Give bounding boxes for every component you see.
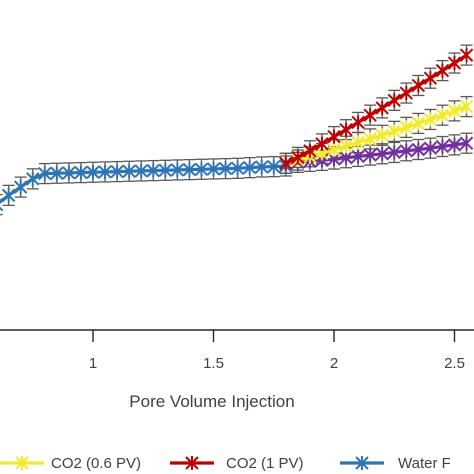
data-point [411,116,426,131]
legend-marker [15,456,29,470]
data-point [242,160,257,175]
data-point [110,164,124,179]
error-bar [0,193,3,216]
data-point [26,171,40,186]
legend-label: Water F [398,455,451,472]
data-point [339,139,353,154]
x-axis-title: Pore Volume Injection [129,392,294,411]
series-line [285,53,468,165]
data-point [62,165,76,180]
data-point [423,112,438,127]
data-point [459,136,474,151]
data-point [194,162,209,177]
data-point [435,63,450,78]
data-point [375,128,389,143]
data-point [363,131,377,146]
legend-item: Water F [340,455,451,472]
series-layer [0,48,474,212]
series-line [285,141,467,165]
data-point [291,150,305,165]
data-point [74,165,88,180]
data-point [423,71,438,86]
data-point [98,164,112,179]
data-point [38,166,52,181]
data-point [158,163,173,178]
series-line [285,105,468,165]
x-tick-label: 1.5 [203,355,224,372]
data-point [411,78,426,93]
data-point [447,56,462,71]
data-point [122,164,136,179]
data-point [206,161,221,176]
x-tick-label: 2 [330,355,338,372]
data-point [146,163,160,178]
data-point [1,188,16,203]
x-tick-label: 2.5 [444,355,465,372]
data-point [327,142,341,157]
data-point [399,120,414,135]
data-point [399,86,414,101]
legend-item: CO2 (0.6 PV) [0,455,141,472]
legend: CO2 (0.6 PV) CO2 (1 PV) Water F [0,455,451,472]
data-point [351,115,365,130]
legend-item: CO2 (1 PV) [170,455,304,472]
data-point [327,129,341,144]
data-point [254,159,269,174]
legend-label: CO2 (1 PV) [226,455,304,472]
legend-label: CO2 (0.6 PV) [51,455,141,472]
data-point [13,180,28,195]
legend-marker [355,456,369,470]
data-point [339,122,353,137]
data-point [387,93,401,108]
data-point [303,143,317,158]
data-point [315,136,329,151]
data-point [459,99,474,114]
data-point [387,124,401,139]
data-point [447,103,462,118]
data-point [399,143,414,158]
data-point [351,149,365,164]
data-point [435,139,450,154]
data-point [351,135,365,150]
data-point [435,108,450,123]
data-point [86,165,100,180]
data-point [387,145,401,160]
data-point [50,166,64,181]
data-point [0,197,4,212]
data-point [182,162,197,177]
data-point [447,137,462,152]
data-point [411,142,426,157]
data-point [375,100,389,115]
data-point [279,156,293,171]
data-point [134,163,148,178]
data-point [230,161,245,176]
data-point [375,146,389,161]
data-point [267,159,281,174]
x-ticks: 1 1.5 2 2.5 [89,330,465,372]
x-tick-label: 1 [89,355,97,372]
data-point [459,48,474,63]
data-point [423,141,438,156]
legend-marker [185,456,199,470]
data-point [363,108,377,123]
data-point [170,162,185,177]
data-point [218,161,233,176]
data-point [363,148,377,163]
